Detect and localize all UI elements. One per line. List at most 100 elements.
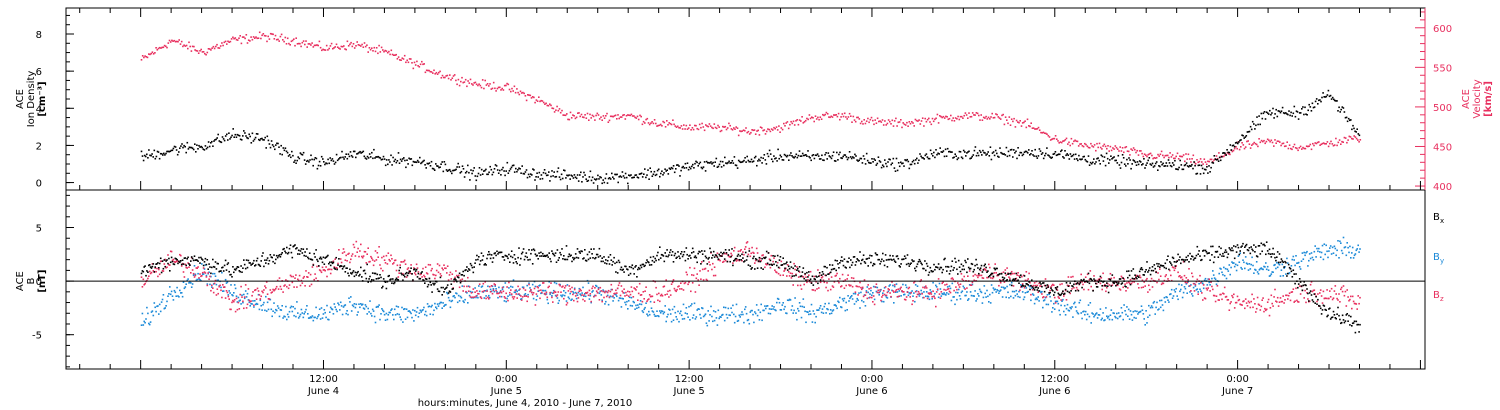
By-point [982,296,985,299]
velocity-point [1332,144,1335,147]
density-point [600,176,602,179]
velocity-point [1026,118,1029,121]
Bz-point [1262,297,1264,299]
density-point [997,155,999,158]
Bz-point [573,288,576,291]
Bz-point [407,267,410,269]
By-point [524,293,527,295]
Bx-point [290,251,293,254]
velocity-point [1262,140,1264,143]
density-point [224,135,227,137]
Bz-point [918,292,921,295]
By-point [197,272,199,275]
By-point [914,300,916,303]
velocity-point [630,113,633,116]
Bz-point [887,288,890,290]
density-point [830,157,833,160]
Bz-point [1331,298,1334,301]
By-point [560,294,562,297]
By-point [1010,295,1012,298]
density-point [494,164,497,166]
velocity-point [592,115,595,118]
By-point [1234,263,1237,266]
By-point [1259,267,1262,270]
density-point [615,173,617,176]
Bz-point [673,287,676,290]
Bz-point [691,274,693,276]
Bz-point [592,285,594,288]
density-point [235,136,238,138]
velocity-point [319,46,322,49]
Bz-point [461,278,464,280]
Bz-point [981,277,984,279]
By-point [781,304,784,306]
By-point [1356,248,1358,250]
density-point [930,153,933,155]
density-point [848,151,851,153]
density-point [790,152,792,154]
velocity-point [196,50,199,52]
Bz-point [941,282,943,285]
density-point [553,171,555,173]
By-point [966,291,968,293]
Bz-point [1244,307,1246,310]
Bz-point [333,266,336,268]
Bz-point [1305,301,1307,304]
By-point [1018,290,1020,293]
By-point [894,291,897,293]
By-point [571,298,573,301]
By-point [567,296,570,298]
velocity-point [1063,140,1065,142]
velocity-point [152,53,155,55]
Bz-point [1276,301,1278,303]
Bz-point [346,260,348,262]
By-point [1054,300,1057,303]
By-point [882,300,885,303]
velocity-point [642,120,645,123]
By-point [318,308,321,310]
Bx-point [259,265,262,267]
velocity-point [1028,125,1030,127]
Bz-point [1068,285,1071,287]
velocity-point [833,114,835,116]
Bx-point [202,264,205,267]
density-point [1190,165,1192,167]
density-point [1253,123,1255,125]
velocity-point [742,129,745,131]
By-point [1236,264,1239,267]
Bx-point [256,257,259,260]
density-point [766,152,769,155]
By-point [291,310,294,313]
By-point [716,324,719,326]
Bz-point [297,278,299,281]
velocity-point [1104,145,1107,148]
density-point [211,140,213,143]
density-point [1277,110,1280,112]
density-point [290,156,292,159]
Bx-point [222,270,225,272]
Bz-point [629,293,632,296]
density-point [1278,110,1281,113]
Bz-point [498,292,500,294]
density-point [780,156,783,158]
By-point [803,306,805,308]
Bz-point [435,269,438,272]
density-point [560,173,563,176]
velocity-point [845,116,847,118]
density-point [775,157,777,159]
velocity-point [418,66,421,68]
density-point [1023,151,1026,153]
density-point [532,168,534,170]
By-point [684,312,687,314]
density-point [374,157,376,159]
By-point [1299,268,1302,270]
density-point [334,161,337,164]
density-point [285,150,288,153]
Bz-point [697,279,699,281]
velocity-point [853,119,856,121]
By-point [1326,250,1328,253]
velocity-point [1177,158,1180,160]
velocity-point [361,43,363,46]
density-point [1326,94,1329,96]
bx-series [140,241,1361,334]
